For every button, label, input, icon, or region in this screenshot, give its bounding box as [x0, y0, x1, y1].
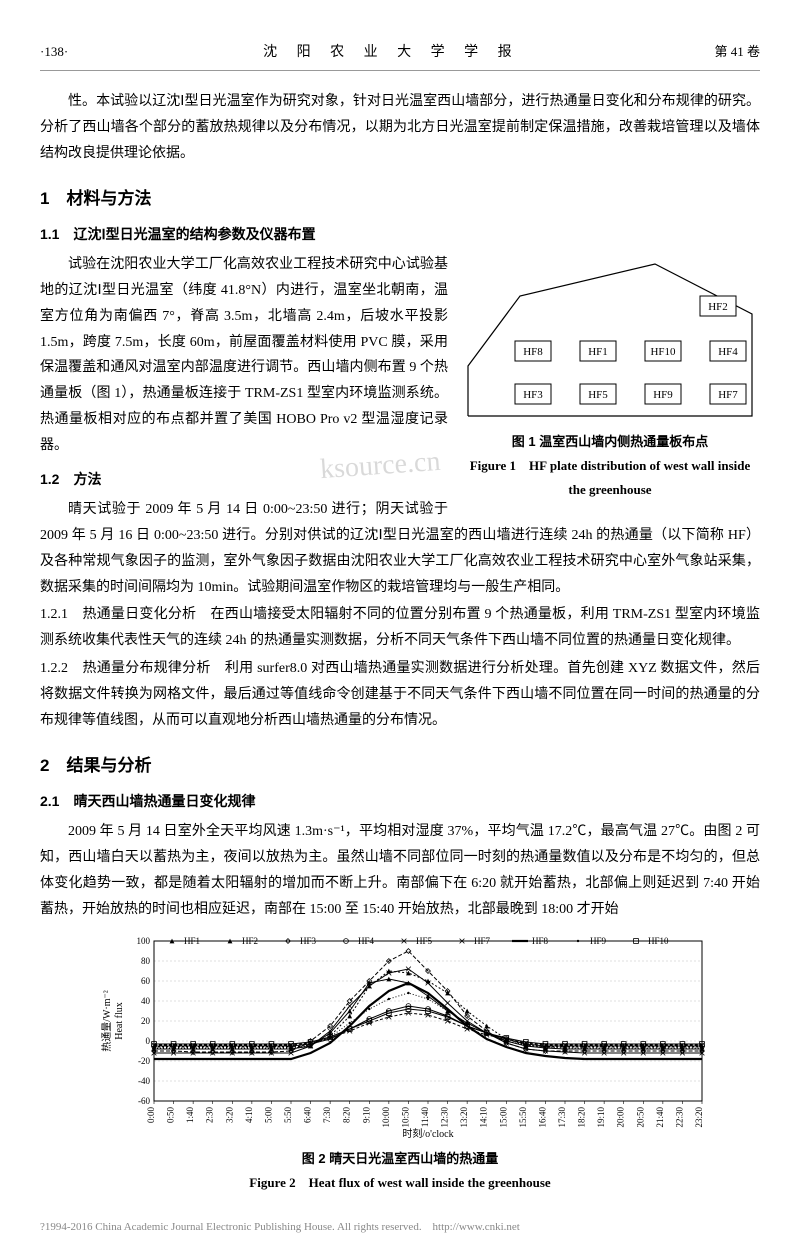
- svg-text:22:30: 22:30: [674, 1106, 684, 1127]
- svg-text:12:30: 12:30: [440, 1106, 450, 1127]
- svg-text:4:10: 4:10: [244, 1106, 254, 1123]
- svg-text:80: 80: [141, 956, 151, 966]
- subsection-2-1-title: 2.1 晴天西山墙热通量日变化规律: [40, 789, 760, 815]
- svg-text:13:20: 13:20: [459, 1106, 469, 1127]
- svg-text:17:30: 17:30: [557, 1106, 567, 1127]
- subsection-1-2-2-text: 1.2.2 热通量分布规律分析 利用 surfer8.0 对西山墙热通量实测数据…: [40, 656, 760, 734]
- svg-text:HF10: HF10: [648, 936, 669, 946]
- svg-text:0:50: 0:50: [166, 1106, 176, 1123]
- svg-text:HF5: HF5: [416, 936, 433, 946]
- svg-text:-20: -20: [138, 1056, 150, 1066]
- figure-1-svg: HF2 HF8 HF1 HF10 HF4 HF3 HF5 HF9 HF7: [460, 256, 760, 426]
- svg-text:HF5: HF5: [588, 389, 608, 401]
- svg-text:HF7: HF7: [718, 389, 738, 401]
- svg-text:15:50: 15:50: [518, 1106, 528, 1127]
- svg-text:1:40: 1:40: [185, 1106, 195, 1123]
- svg-text:23:20: 23:20: [694, 1106, 704, 1127]
- subsection-1-1-title: 1.1 辽沈Ⅰ型日光温室的结构参数及仪器布置: [40, 222, 760, 248]
- section-1-title: 1 材料与方法: [40, 183, 760, 214]
- svg-text:100: 100: [137, 936, 151, 946]
- svg-text:HF9: HF9: [653, 389, 673, 401]
- svg-text:-60: -60: [138, 1096, 150, 1106]
- figure-2-caption-en: Figure 2 Heat flux of west wall inside t…: [90, 1171, 710, 1195]
- svg-text:HF3: HF3: [300, 936, 317, 946]
- svg-text:2:30: 2:30: [205, 1106, 215, 1123]
- subsection-1-2-text: 晴天试验于 2009 年 5 月 14 日 0:00~23:50 进行；阴天试验…: [40, 497, 760, 601]
- subsection-1-2-1-text: 1.2.1 热通量日变化分析 在西山墙接受太阳辐射不同的位置分别布置 9 个热通…: [40, 602, 760, 654]
- page-number: ·138·: [40, 40, 68, 66]
- svg-text:20:00: 20:00: [616, 1106, 626, 1127]
- svg-text:16:40: 16:40: [537, 1106, 547, 1127]
- svg-text:HF1: HF1: [588, 346, 608, 358]
- svg-text:时刻/o'clock: 时刻/o'clock: [402, 1127, 453, 1140]
- svg-text:热通量/W·m⁻²: 热通量/W·m⁻²: [100, 990, 113, 1052]
- svg-text:11:40: 11:40: [420, 1106, 430, 1127]
- figure-2-caption-cn: 图 2 晴天日光温室西山墙的热通量: [90, 1147, 710, 1171]
- volume-label: 第 41 卷: [714, 40, 760, 66]
- svg-text:10:50: 10:50: [400, 1106, 410, 1127]
- svg-text:14:10: 14:10: [479, 1106, 489, 1127]
- svg-text:0: 0: [146, 1036, 151, 1046]
- svg-text:HF2: HF2: [708, 301, 728, 313]
- svg-text:HF9: HF9: [590, 936, 607, 946]
- svg-text:8:20: 8:20: [342, 1106, 352, 1123]
- svg-text:HF4: HF4: [718, 346, 738, 358]
- svg-text:18:20: 18:20: [577, 1106, 587, 1127]
- figure-1-caption-en: Figure 1 HF plate distribution of west w…: [460, 454, 760, 502]
- subsection-2-1-text: 2009 年 5 月 14 日室外全天平均风速 1.3m·s⁻¹，平均相对湿度 …: [40, 819, 760, 923]
- svg-text:10:00: 10:00: [381, 1106, 391, 1127]
- figure-1: HF2 HF8 HF1 HF10 HF4 HF3 HF5 HF9 HF7 图 1 温室西山墙内侧…: [460, 256, 760, 502]
- svg-text:3:20: 3:20: [224, 1106, 234, 1123]
- section-2-title: 2 结果与分析: [40, 750, 760, 781]
- svg-text:HF10: HF10: [650, 346, 676, 358]
- svg-text:HF4: HF4: [358, 936, 375, 946]
- svg-text:Heat flux: Heat flux: [114, 1002, 125, 1040]
- svg-text:21:40: 21:40: [655, 1106, 665, 1127]
- svg-text:HF7: HF7: [474, 936, 491, 946]
- svg-text:HF8: HF8: [532, 936, 549, 946]
- svg-text:9:10: 9:10: [361, 1106, 371, 1123]
- svg-text:HF8: HF8: [523, 346, 543, 358]
- svg-text:15:00: 15:00: [498, 1106, 508, 1127]
- svg-text:7:30: 7:30: [322, 1106, 332, 1123]
- svg-text:40: 40: [141, 996, 151, 1006]
- svg-text:60: 60: [141, 976, 151, 986]
- figure-1-caption-cn: 图 1 温室西山墙内侧热通量板布点: [460, 430, 760, 454]
- svg-text:HF1: HF1: [184, 936, 200, 946]
- svg-text:6:40: 6:40: [303, 1106, 313, 1123]
- figure-2: -60 -40 -20 0 20 40 60 80 100 0:00 0:50 1:40 2:30 3:2…: [90, 933, 710, 1195]
- journal-title: 沈 阳 农 业 大 学 学 报: [263, 40, 520, 66]
- intro-paragraph: 性。本试验以辽沈Ⅰ型日光温室作为研究对象，针对日光温室西山墙部分，进行热通量日变…: [40, 89, 760, 167]
- figure-2-svg: -60 -40 -20 0 20 40 60 80 100 0:00 0:50 1:40 2:30 3:2…: [90, 933, 710, 1143]
- svg-text:0:00: 0:00: [146, 1106, 156, 1123]
- svg-text:19:10: 19:10: [596, 1106, 606, 1127]
- svg-text:HF2: HF2: [242, 936, 258, 946]
- svg-text:20: 20: [141, 1016, 151, 1026]
- svg-text:5:00: 5:00: [263, 1106, 273, 1123]
- svg-text:5:50: 5:50: [283, 1106, 293, 1123]
- svg-text:-40: -40: [138, 1076, 150, 1086]
- svg-text:20:50: 20:50: [635, 1106, 645, 1127]
- footer-text: ?1994-2016 China Academic Journal Electr…: [40, 1217, 760, 1237]
- svg-text:HF3: HF3: [523, 389, 543, 401]
- running-header: ·138· 沈 阳 农 业 大 学 学 报 第 41 卷: [40, 40, 760, 71]
